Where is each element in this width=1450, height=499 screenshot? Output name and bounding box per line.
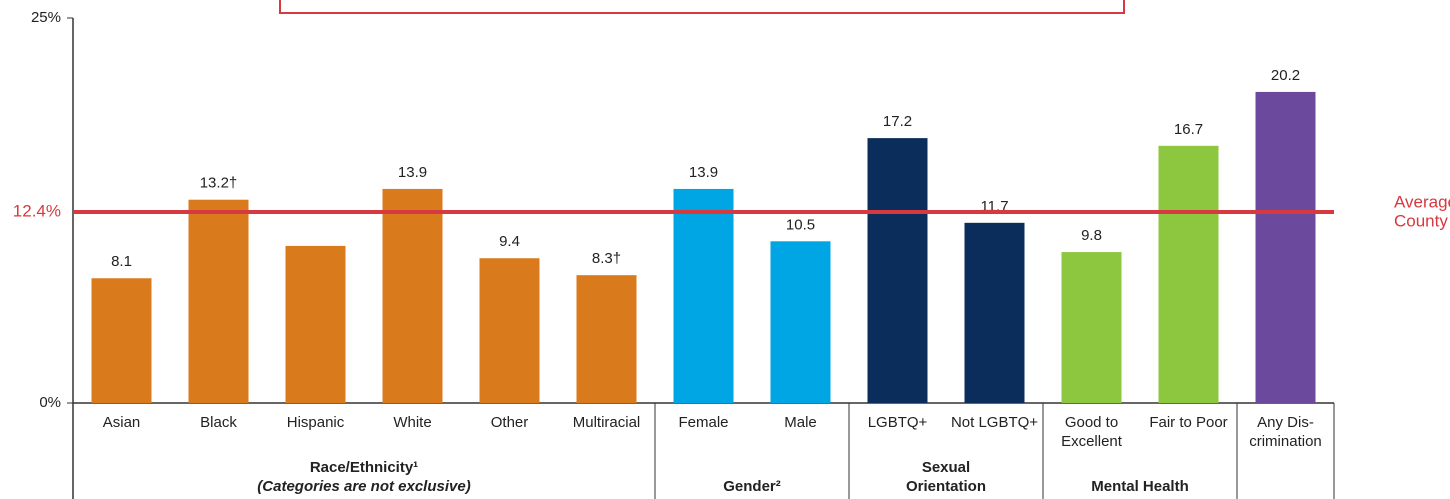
bar [770,241,831,403]
x-tick-label: Any Dis- [1257,414,1314,431]
x-tick-label: Hispanic [287,414,345,431]
x-tick-label: Not LGBTQ+ [951,414,1038,431]
x-tick-label: Black [200,414,237,431]
group-label: Race/Ethnicity¹ [310,459,418,476]
y-tick-label: 25% [31,9,61,26]
bar [285,245,346,403]
bar [964,222,1025,403]
bar [382,188,443,403]
group-label: Sexual [922,459,970,476]
value-label: 9.4 [499,233,520,250]
x-tick-label: Asian [103,414,141,431]
bar [188,199,249,403]
y-tick-label: 0% [39,394,61,411]
value-label: 13.2† [200,175,238,192]
value-label: 8.1 [111,253,132,270]
bar [576,275,637,403]
group-label: Mental Health [1091,478,1189,495]
x-tick-label: Male [784,414,817,431]
bar [673,188,734,403]
bar [1158,145,1219,403]
value-label: 16.7 [1174,121,1203,138]
x-tick-label: Other [491,414,529,431]
value-label: 9.8 [1081,227,1102,244]
reference-label: 12.4% [13,202,61,221]
x-tick-label: Multiracial [573,414,641,431]
bar [91,278,152,403]
bar [1061,252,1122,403]
x-tick-label: White [393,414,431,431]
x-tick-label: Good to [1065,414,1118,431]
value-label: 17.2 [883,113,912,130]
reference-text: County Use [1394,212,1450,231]
x-tick-label: crimination [1249,433,1322,450]
header-box [279,0,1125,14]
group-label: Orientation [906,478,986,495]
value-label: 8.3† [592,250,621,267]
group-label: Gender² [723,478,781,495]
bar [479,258,540,403]
reference-text: Average [1394,193,1450,212]
value-label: 20.2 [1271,67,1300,84]
x-tick-label: LGBTQ+ [868,414,928,431]
value-label: 13.9 [689,164,718,181]
x-tick-label: Female [678,414,728,431]
x-tick-label: Fair to Poor [1149,414,1227,431]
bar [1255,91,1316,404]
bar [867,138,928,403]
value-label: 13.9 [398,164,427,181]
x-tick-label: Excellent [1061,433,1123,450]
group-note: (Categories are not exclusive) [257,478,470,495]
value-label: 10.5 [786,216,815,233]
